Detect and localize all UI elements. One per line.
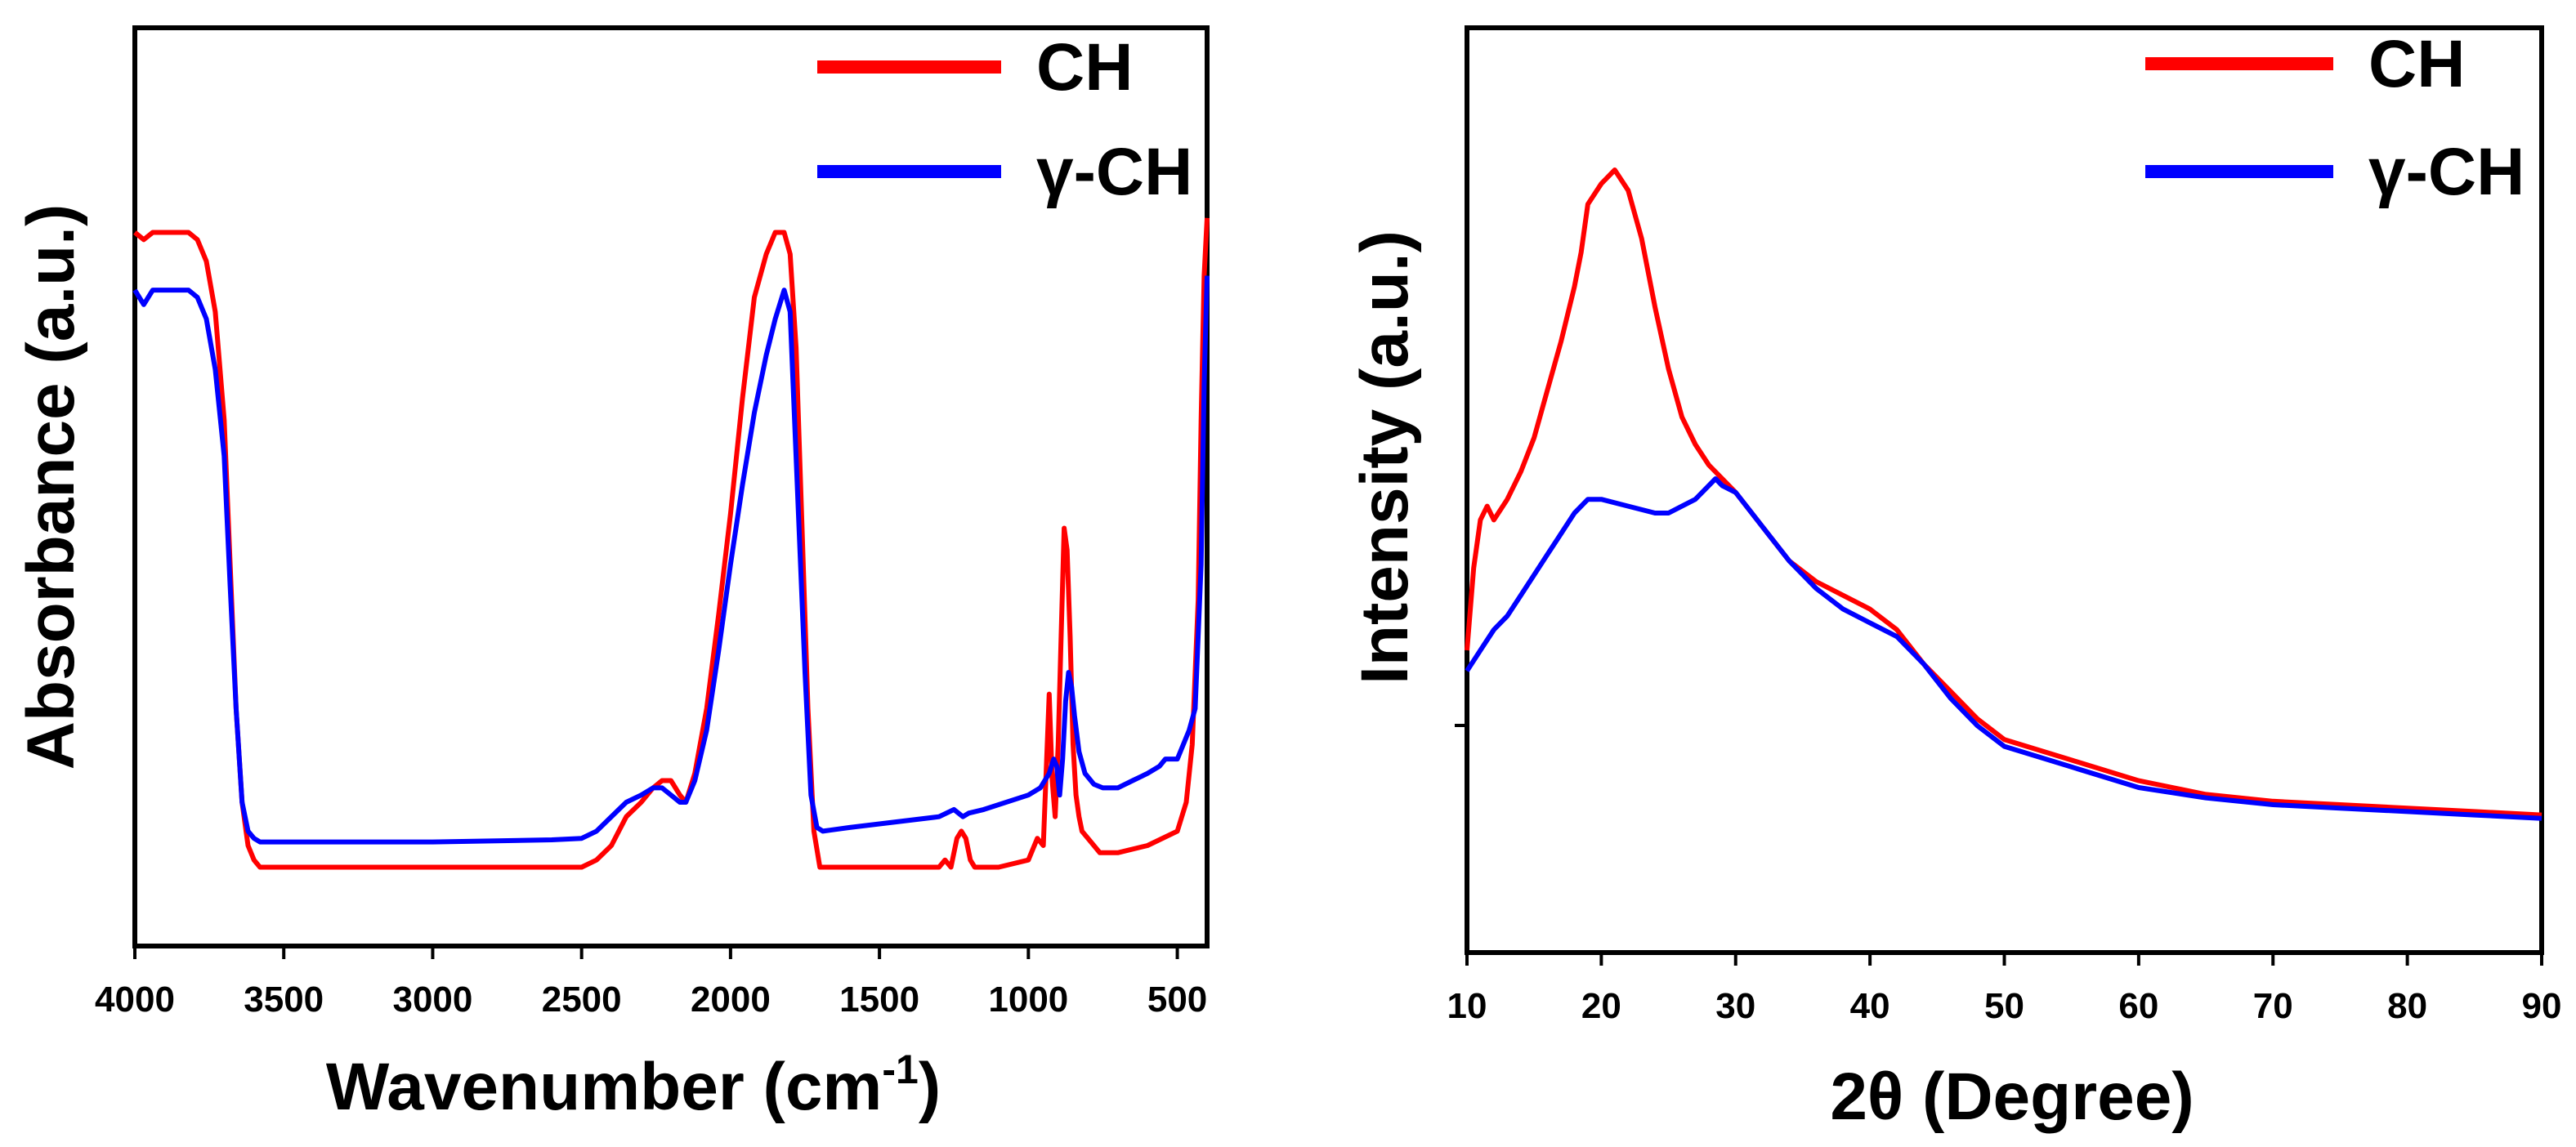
xrd-legend-label: CH	[2368, 27, 2465, 101]
ftir-legend-label: CH	[1036, 30, 1133, 105]
xrd-x-tick-label: 20	[1581, 986, 1621, 1026]
ftir-series-line-ch	[133, 217, 1210, 870]
ftir-y-axis-title: Absorbance (a.u.)	[14, 204, 88, 770]
xrd-x-tick-label: 70	[2253, 986, 2293, 1026]
ftir-x-tick-label: 1000	[988, 980, 1068, 1020]
xrd-x-axis-title: 2θ (Degree)	[1830, 1060, 2194, 1134]
xrd-series-line-ch	[1465, 167, 2542, 818]
xrd-legend-label: γ-CH	[2368, 135, 2525, 209]
xrd-x-tick-label: 40	[1850, 986, 1890, 1026]
xrd-chart: 10 20 30 40 50 60 70 80 90 CH γ-CH Intensity (a.u…	[1348, 25, 2562, 1134]
ftir-x-tick-label: 4000	[95, 980, 175, 1020]
ftir-x-axis-title: Wavenumber (cm-1)	[326, 1047, 941, 1124]
ftir-x-tick-label: 3000	[392, 980, 472, 1020]
xrd-x-tick-label: 50	[1984, 986, 2024, 1026]
xrd-x-tick-label: 60	[2118, 986, 2158, 1026]
ftir-series	[132, 217, 1210, 870]
ftir-x-tick-label: 3500	[244, 980, 324, 1020]
ftir-chart: 4000 3500 3000 2500 2000 1500 1000 500 CH γ-CH A…	[14, 25, 1210, 1124]
xrd-series-line-gamma-ch	[1465, 476, 2542, 821]
ftir-plot-frame	[132, 25, 1210, 948]
ftir-x-tick-label: 1500	[839, 980, 919, 1020]
ftir-legend-label: γ-CH	[1036, 135, 1192, 209]
ftir-x-axis-title-end: )	[919, 1050, 941, 1124]
xrd-x-tick-label: 90	[2522, 986, 2562, 1026]
ftir-x-tick-label: 2000	[691, 980, 771, 1020]
ftir-series-line-gamma-ch	[132, 275, 1210, 845]
ftir-x-axis-title-main: Wavenumber (cm	[326, 1050, 882, 1124]
ftir-x-axis-title-sup: -1	[882, 1047, 918, 1092]
xrd-x-ticks: 10 20 30 40 50 60 70 80 90	[1447, 953, 2562, 1026]
ftir-x-tick-label: 500	[1147, 980, 1207, 1020]
xrd-x-tick-label: 10	[1447, 986, 1487, 1026]
xrd-series	[1465, 167, 2542, 821]
ftir-x-ticks: 4000 3500 3000 2500 2000 1500 1000 500	[95, 946, 1207, 1020]
ftir-x-tick-label: 2500	[542, 980, 622, 1020]
xrd-plot-frame	[1465, 25, 2544, 955]
xrd-legend: CH γ-CH	[2145, 27, 2525, 209]
xrd-x-tick-label: 80	[2387, 986, 2427, 1026]
xrd-x-tick-label: 30	[1715, 986, 1755, 1026]
xrd-y-axis-title: Intensity (a.u.)	[1348, 230, 1422, 685]
ftir-legend: CH γ-CH	[817, 30, 1192, 209]
